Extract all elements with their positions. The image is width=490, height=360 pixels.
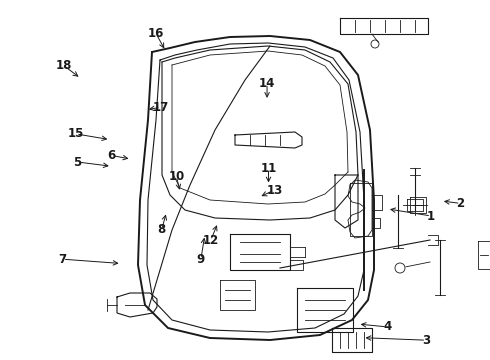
Text: 11: 11	[260, 162, 277, 175]
Circle shape	[395, 263, 405, 273]
Text: 6: 6	[108, 149, 116, 162]
Text: 12: 12	[202, 234, 219, 247]
Text: 5: 5	[74, 156, 81, 168]
Text: 2: 2	[457, 197, 465, 210]
Text: 8: 8	[158, 223, 166, 236]
Text: 18: 18	[55, 59, 72, 72]
Text: 15: 15	[68, 127, 84, 140]
Text: 16: 16	[147, 27, 164, 40]
Text: 10: 10	[168, 170, 185, 183]
Text: 14: 14	[259, 77, 275, 90]
Text: 13: 13	[266, 184, 283, 197]
Text: 7: 7	[59, 253, 67, 266]
Text: 17: 17	[152, 101, 169, 114]
Text: 3: 3	[422, 334, 430, 347]
Text: 9: 9	[197, 253, 205, 266]
Text: 1: 1	[427, 210, 435, 222]
Text: 4: 4	[383, 320, 391, 333]
